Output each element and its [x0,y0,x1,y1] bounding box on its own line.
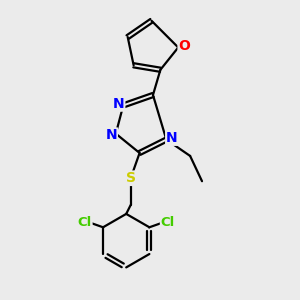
Text: O: O [178,39,190,53]
Text: N: N [106,128,117,142]
Text: Cl: Cl [160,216,175,229]
Text: S: S [126,171,136,185]
Text: Cl: Cl [78,216,92,229]
Text: N: N [113,97,124,111]
Text: N: N [166,131,178,145]
